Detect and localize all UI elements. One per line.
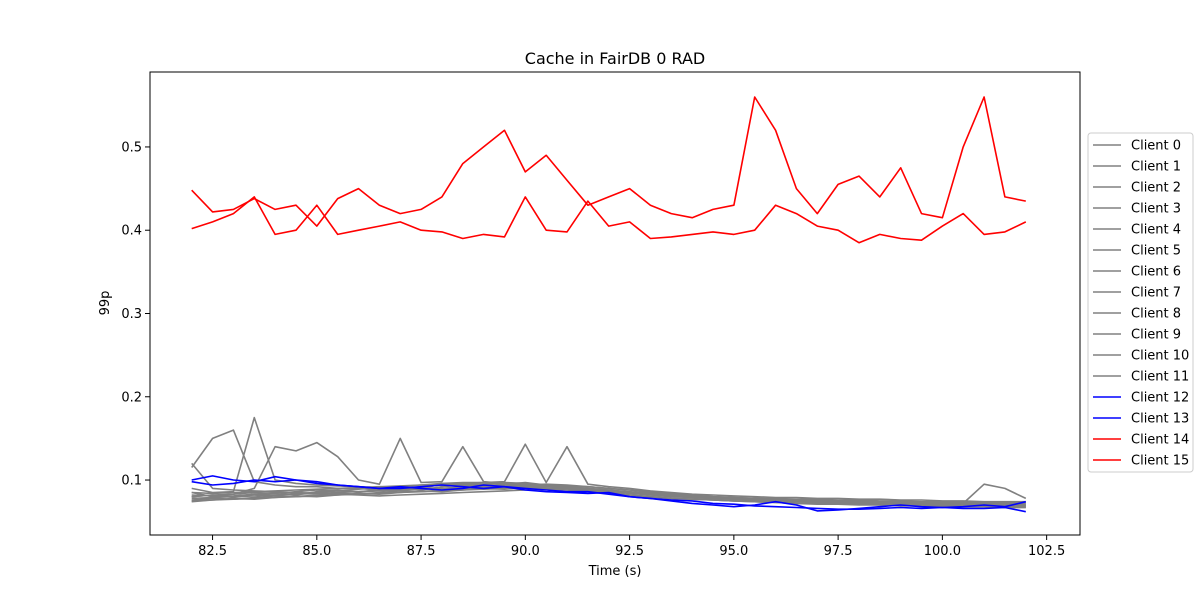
legend-item-client-12: Client 12 [1093,391,1189,406]
legend-item-client-4: Client 4 [1093,223,1181,238]
legend-item-client-3: Client 3 [1093,202,1181,217]
legend-item-client-2: Client 2 [1093,181,1181,196]
x-tick-label: 85.0 [302,544,331,559]
legend-label: Client 11 [1131,370,1189,385]
legend-item-client-15: Client 15 [1093,454,1189,469]
legend-item-client-5: Client 5 [1093,244,1181,259]
legend-label: Client 5 [1131,244,1181,259]
plot-frame [149,71,1081,536]
legend-label: Client 6 [1131,265,1181,280]
series-line-client-13 [191,475,1026,512]
legend-item-client-7: Client 7 [1093,286,1181,301]
legend-label: Client 2 [1131,181,1181,196]
y-tick-label: 0.2 [121,390,142,405]
chart-title: Cache in FairDB 0 RAD [525,49,705,68]
x-axis-title: Time (s) [588,564,642,579]
legend-label: Client 14 [1131,433,1189,448]
x-tick-label: 92.5 [615,544,644,559]
legend-box [1087,132,1194,473]
x-tick-label: 90.0 [511,544,540,559]
legend-item-client-9: Client 9 [1093,328,1181,343]
legend-label: Client 12 [1131,391,1189,406]
legend-label: Client 8 [1131,307,1181,322]
legend-item-client-13: Client 13 [1093,412,1189,427]
series-line-client-11 [191,483,1027,505]
series-line-client-15 [191,196,1027,244]
series-line-client-3 [191,443,1026,503]
x-axis: 82.5 85.0 87.5 90.0 92.5 95.0 97.5 100.0 102.5 [198,535,1065,559]
y-axis-title: 99p [98,291,113,316]
legend-item-client-0: Client 0 [1093,139,1181,154]
legend-label: Client 9 [1131,328,1181,343]
y-tick-label: 0.1 [121,474,142,489]
legend: Client 0 Client 1 Client 2 Client 3 Client 4… [1087,132,1194,473]
legend-item-client-6: Client 6 [1093,265,1181,280]
plot-area [149,71,1081,536]
x-tick-label: 95.0 [719,544,748,559]
legend-item-client-11: Client 11 [1093,370,1189,385]
x-tick-label: 87.5 [407,544,436,559]
legend-item-client-1: Client 1 [1093,160,1181,175]
legend-label: Client 3 [1131,202,1181,217]
x-tick-label: 102.5 [1028,544,1065,559]
x-tick-label: 100.0 [924,544,961,559]
y-axis: 0.1 0.2 0.3 0.4 0.5 [121,140,150,489]
legend-label: Client 4 [1131,223,1181,238]
legend-item-client-8: Client 8 [1093,307,1181,322]
x-tick-label: 82.5 [198,544,227,559]
y-tick-label: 0.5 [121,140,142,155]
y-tick-label: 0.3 [121,307,142,322]
series-line-client-14 [191,96,1026,227]
y-tick-label: 0.4 [121,224,142,239]
series-layer [191,96,1027,513]
x-tick-label: 97.5 [824,544,853,559]
legend-label: Client 13 [1131,412,1189,427]
legend-label: Client 1 [1131,160,1181,175]
legend-label: Client 10 [1131,349,1189,364]
legend-label: Client 15 [1131,454,1189,469]
legend-label: Client 7 [1131,286,1181,301]
legend-item-client-14: Client 14 [1093,433,1189,448]
legend-label: Client 0 [1131,139,1181,154]
legend-item-client-10: Client 10 [1093,349,1189,364]
